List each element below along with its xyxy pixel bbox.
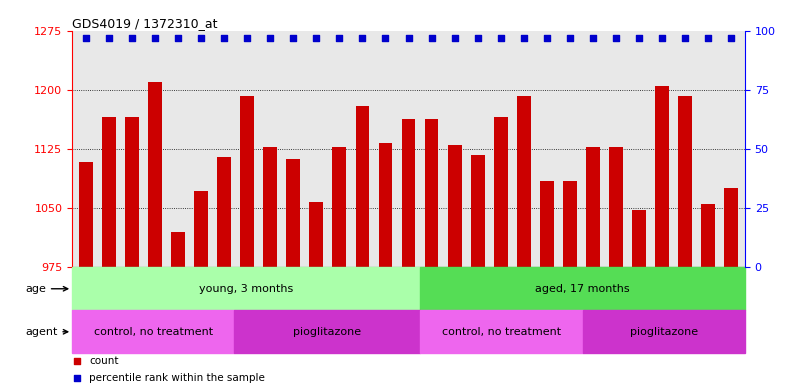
Text: agent: agent — [25, 327, 68, 337]
Bar — [79, 162, 93, 267]
Bar — [72, 267, 420, 310]
Bar — [235, 310, 420, 353]
Point — [149, 35, 162, 41]
Bar — [471, 154, 485, 267]
Text: age: age — [25, 284, 68, 294]
Point — [517, 35, 530, 41]
Point — [471, 35, 484, 41]
Bar — [425, 119, 438, 267]
Text: aged, 17 months: aged, 17 months — [535, 284, 630, 294]
Point — [541, 35, 553, 41]
Text: GDS4019 / 1372310_at: GDS4019 / 1372310_at — [72, 17, 218, 30]
Bar — [125, 118, 139, 267]
Bar — [264, 147, 277, 267]
Bar — [171, 232, 185, 267]
Point — [126, 35, 139, 41]
Bar — [217, 157, 231, 267]
Bar — [632, 210, 646, 267]
Point — [725, 35, 738, 41]
Point — [287, 35, 300, 41]
Point — [379, 35, 392, 41]
Bar — [287, 159, 300, 267]
Point — [195, 35, 207, 41]
Bar — [678, 96, 692, 267]
Point — [310, 35, 323, 41]
Point — [218, 35, 231, 41]
Bar — [493, 118, 508, 267]
Bar — [448, 145, 461, 267]
Text: control, no treatment: control, no treatment — [442, 327, 561, 337]
Bar — [540, 180, 553, 267]
Bar — [724, 189, 738, 267]
Point — [241, 35, 254, 41]
Text: control, no treatment: control, no treatment — [94, 327, 213, 337]
Bar — [194, 191, 208, 267]
Point — [494, 35, 507, 41]
Point — [425, 35, 438, 41]
Text: pioglitazone: pioglitazone — [630, 327, 698, 337]
Bar — [655, 86, 669, 267]
Bar — [72, 310, 235, 353]
Point — [610, 35, 622, 41]
Point — [633, 35, 646, 41]
Point — [103, 35, 115, 41]
Bar — [563, 180, 577, 267]
Bar — [332, 147, 346, 267]
Point — [586, 35, 599, 41]
Point — [449, 35, 461, 41]
Bar — [517, 96, 530, 267]
Bar — [148, 82, 162, 267]
Point — [171, 35, 184, 41]
Bar — [379, 144, 392, 267]
Bar — [401, 119, 416, 267]
Point — [563, 35, 576, 41]
Text: percentile rank within the sample: percentile rank within the sample — [89, 373, 265, 383]
Point — [264, 35, 276, 41]
Point — [350, 310, 363, 316]
Bar — [420, 267, 745, 310]
Bar — [701, 204, 715, 267]
Point — [350, 156, 363, 162]
Bar — [582, 310, 745, 353]
Bar — [102, 118, 116, 267]
Point — [702, 35, 714, 41]
Point — [79, 35, 92, 41]
Point — [402, 35, 415, 41]
Point — [333, 35, 346, 41]
Bar — [309, 202, 324, 267]
Bar — [356, 106, 369, 267]
Point — [678, 35, 691, 41]
Bar — [586, 147, 600, 267]
Text: count: count — [89, 356, 119, 366]
Bar — [240, 96, 254, 267]
Text: pioglitazone: pioglitazone — [293, 327, 361, 337]
Text: young, 3 months: young, 3 months — [199, 284, 293, 294]
Point — [356, 35, 368, 41]
Bar — [420, 310, 582, 353]
Point — [655, 35, 668, 41]
Bar — [609, 147, 623, 267]
